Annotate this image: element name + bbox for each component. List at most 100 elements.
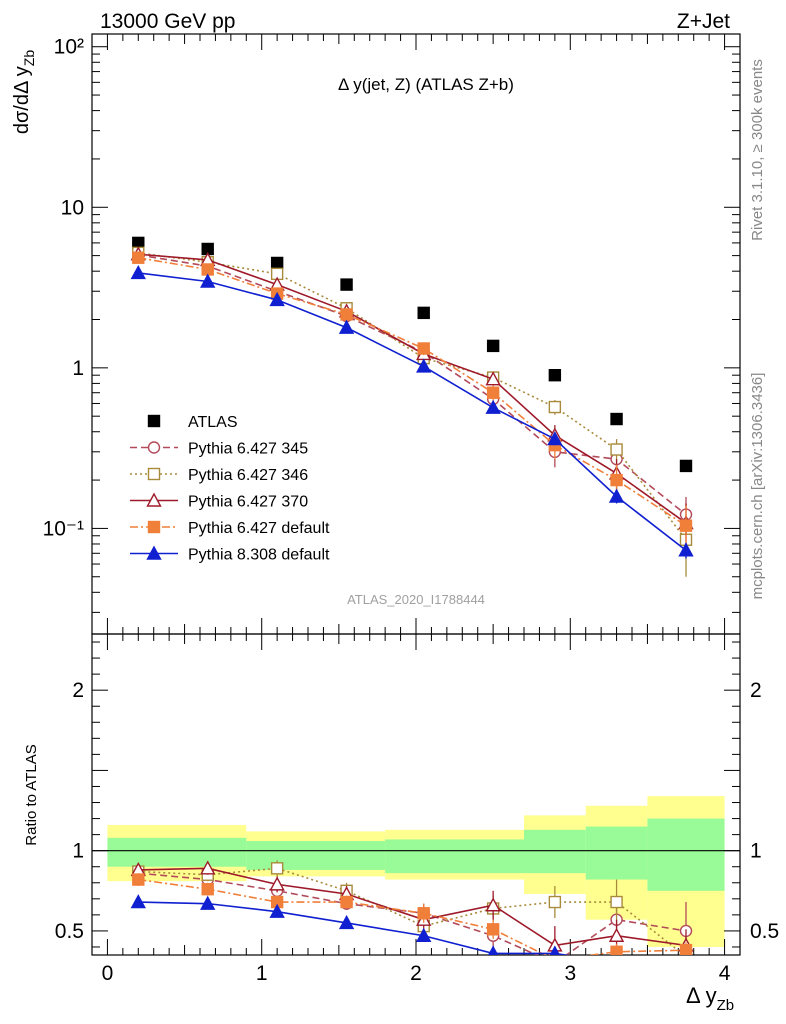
- y-tick-label: 10⁻¹: [43, 517, 84, 540]
- data-point: [680, 957, 693, 969]
- data-point: [548, 953, 562, 955]
- legend-marker: [147, 520, 161, 534]
- legend-marker: [147, 467, 161, 481]
- data-point: [678, 542, 694, 557]
- data-point: [270, 862, 284, 875]
- main-series-pythia-8-308-default: [130, 264, 694, 559]
- data-point: [547, 431, 563, 446]
- legend-label: Pythia 8.308 default: [188, 547, 330, 564]
- legend-marker: [146, 545, 162, 560]
- ratio-bands: [107, 796, 725, 947]
- data-point: [200, 273, 216, 288]
- y-tick-label: 10: [61, 196, 84, 219]
- mcplots-reference-label: mcplots.cern.ch [arXiv:1306.3436]: [749, 373, 766, 600]
- main-series-group: [130, 236, 694, 577]
- data-point: [132, 251, 145, 264]
- data-point: [417, 342, 430, 355]
- data-point: [269, 903, 285, 918]
- main-y-axis-title: dσ/dΔ yZb: [11, 50, 37, 135]
- data-point: [549, 958, 560, 969]
- process-label: Z+Jet: [677, 10, 730, 33]
- data-point: [610, 895, 623, 909]
- data-point: [269, 291, 285, 307]
- ratio-y-axis-title: Ratio to ATLAS: [23, 744, 40, 845]
- legend-marker: [146, 492, 162, 507]
- data-point: [201, 263, 214, 276]
- ratio-y-tick-label-right: 1: [750, 840, 762, 863]
- data-point: [416, 358, 432, 373]
- legend-label: ATLAS: [188, 414, 238, 431]
- data-point: [610, 957, 623, 969]
- stat-uncertainty-band: [385, 839, 524, 874]
- legend-label: Pythia 6.427 346: [188, 467, 308, 484]
- series-line: [138, 252, 687, 541]
- x-tick-label: 3: [564, 962, 576, 985]
- data-point: [417, 306, 430, 320]
- legend-label: Pythia 6.427 345: [188, 441, 308, 458]
- data-point: [608, 488, 625, 503]
- data-point: [548, 400, 562, 414]
- x-tick-label: 2: [410, 962, 422, 985]
- data-point: [132, 873, 145, 886]
- data-point: [270, 256, 284, 270]
- main-plot-frame: [91, 33, 741, 635]
- energy-label: 13000 GeV pp: [100, 10, 235, 33]
- main-series-atlas: [132, 236, 693, 473]
- legend-label: Pythia 6.427 default: [188, 520, 330, 537]
- data-point: [200, 895, 216, 910]
- data-point: [679, 519, 693, 532]
- plot-title: Δ y(jet, Z) (ATLAS Z+b): [338, 75, 514, 94]
- stat-uncertainty-band: [647, 818, 725, 891]
- data-point: [610, 473, 623, 487]
- analysis-watermark: ATLAS_2020_I1788444: [347, 592, 485, 607]
- ratio-y-tick-label: 1: [72, 840, 84, 863]
- data-point: [608, 927, 625, 942]
- ratio-series-group: [130, 860, 694, 969]
- data-point: [679, 943, 693, 955]
- ratio-y-tick-label-right: 2: [750, 679, 762, 702]
- data-point: [201, 882, 214, 896]
- stat-uncertainty-band: [585, 826, 648, 880]
- data-point: [610, 945, 623, 955]
- data-point: [417, 907, 430, 920]
- stat-uncertainty-band: [107, 837, 247, 867]
- data-point: [485, 371, 501, 386]
- ratio-y-tick-label: 0.5: [55, 920, 84, 943]
- ratio-y-tick-label: 2: [72, 679, 84, 702]
- x-tick-label: 0: [102, 962, 114, 985]
- y-tick-label: 1: [72, 357, 84, 380]
- data-point: [548, 368, 562, 382]
- ratio-series-pythia-6-427-default: [132, 873, 693, 955]
- data-point: [200, 860, 216, 875]
- data-point: [340, 308, 353, 321]
- data-point: [486, 339, 500, 353]
- data-point: [679, 459, 693, 473]
- data-point: [485, 399, 501, 414]
- legend-marker: [147, 441, 161, 454]
- stat-uncertainty-band: [524, 829, 586, 874]
- data-point: [416, 927, 432, 942]
- x-axis-title: Δ yZb: [686, 983, 734, 1014]
- rivet-version-label: Rivet 3.1.10, ≥ 300k events: [749, 59, 766, 241]
- data-point: [485, 897, 501, 912]
- data-point: [338, 319, 355, 334]
- ratio-y-tick-label-right: 0.5: [750, 920, 779, 943]
- series-line: [138, 867, 686, 955]
- data-point: [487, 945, 499, 955]
- x-tick-label: 1: [256, 962, 268, 985]
- data-point: [548, 895, 562, 909]
- data-point: [130, 264, 146, 280]
- ratio-series-pythia-8-308-default: [130, 894, 693, 969]
- stat-uncertainty-band: [246, 841, 386, 870]
- data-point: [610, 443, 623, 456]
- data-point: [486, 923, 500, 936]
- data-point: [338, 914, 355, 930]
- data-point: [340, 278, 353, 291]
- data-point: [269, 876, 285, 891]
- data-point: [340, 895, 353, 909]
- x-tick-label: 4: [719, 962, 731, 985]
- data-point: [549, 945, 561, 955]
- data-point: [486, 386, 500, 399]
- y-tick-label: 10²: [54, 36, 84, 59]
